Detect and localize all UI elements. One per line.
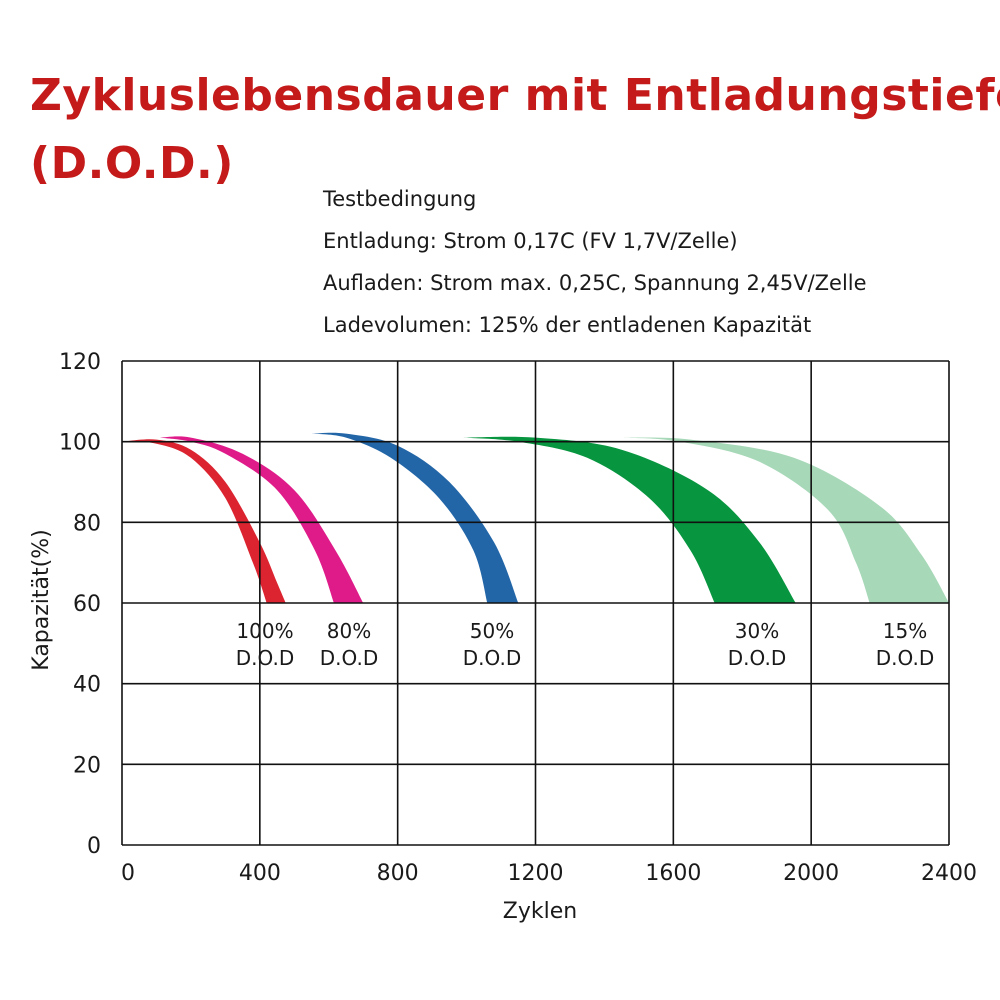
series-label-percent: 100%: [236, 619, 293, 643]
chart-title: Zykluslebensdauer mit Entladungstiefe (D…: [30, 62, 1000, 198]
series-label-percent: 15%: [883, 619, 927, 643]
band-50-dod: [311, 432, 519, 603]
test-conditions-heading: Testbedingung: [323, 187, 477, 211]
x-tick-label-800: 800: [377, 861, 419, 886]
y-tick-label-120: 120: [59, 350, 101, 375]
x-tick-label-1200: 1200: [508, 861, 564, 886]
series-label-dod: D.O.D: [463, 646, 521, 670]
y-tick-label-60: 60: [73, 592, 101, 617]
chart-title-line-2: (D.O.D.): [30, 138, 234, 189]
series-label-dod: D.O.D: [876, 646, 934, 670]
test-conditions: Testbedingung Entladung: Strom 0,17C (FV…: [323, 178, 867, 346]
x-tick-label-0: 0: [121, 861, 135, 886]
y-tick-label-0: 0: [87, 834, 101, 859]
series-label-dod: D.O.D: [728, 646, 786, 670]
series-label-30-dod: 30% D.O.D: [728, 619, 786, 670]
x-axis-label: Zyklen: [503, 899, 577, 924]
y-tick-label-80: 80: [73, 511, 101, 536]
x-tick-label-2000: 2000: [783, 861, 839, 886]
series-label-80-dod: 80% D.O.D: [320, 619, 378, 670]
x-axis-ticks: 0 400 800 1200 1600 2000 2400: [121, 861, 977, 886]
series-labels: 100% D.O.D 80% D.O.D 50% D.O.D 30% D.O.D 15% D.O.…: [236, 619, 934, 670]
band-30-dod: [463, 436, 796, 603]
y-tick-label-20: 20: [73, 753, 101, 778]
band-15-dod: [621, 437, 949, 603]
series-label-percent: 80%: [327, 619, 371, 643]
x-tick-label-1600: 1600: [645, 861, 701, 886]
series-label-100-dod: 100% D.O.D: [236, 619, 294, 670]
chart-grid: [121, 360, 950, 846]
test-condition-discharge: Entladung: Strom 0,17C (FV 1,7V/Zelle): [323, 229, 738, 253]
test-condition-charge-volume: Ladevolumen: 125% der entladenen Kapazit…: [323, 313, 812, 337]
x-tick-label-400: 400: [239, 861, 281, 886]
band-100-dod: [122, 439, 286, 603]
y-axis-ticks: 0 20 40 60 80 100 120: [59, 350, 101, 859]
series-label-50-dod: 50% D.O.D: [463, 619, 521, 670]
series-label-percent: 50%: [470, 619, 514, 643]
series-label-15-dod: 15% D.O.D: [876, 619, 934, 670]
band-80-dod: [159, 436, 364, 603]
series-label-percent: 30%: [735, 619, 779, 643]
y-axis-label: Kapazität(%): [29, 529, 54, 670]
series-label-dod: D.O.D: [320, 646, 378, 670]
chart-title-line-1: Zykluslebensdauer mit Entladungstiefe: [30, 70, 1000, 121]
series-label-dod: D.O.D: [236, 646, 294, 670]
y-tick-label-40: 40: [73, 673, 101, 698]
x-tick-label-2400: 2400: [921, 861, 977, 886]
dod-bands: [122, 432, 949, 603]
test-condition-charge: Aufladen: Strom max. 0,25C, Spannung 2,4…: [323, 271, 867, 295]
y-tick-label-100: 100: [59, 431, 101, 456]
